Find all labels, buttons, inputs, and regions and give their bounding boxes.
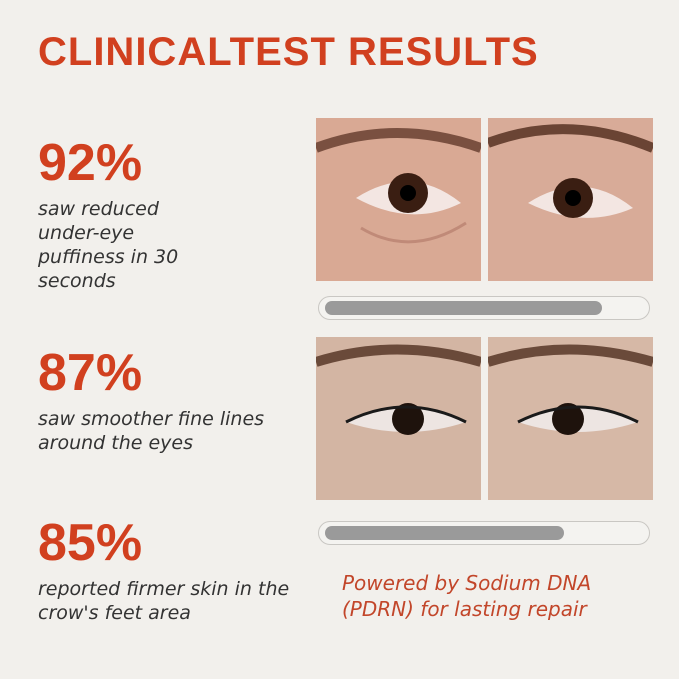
progress-bar-2 bbox=[318, 521, 650, 545]
progress-bar-1 bbox=[318, 296, 650, 320]
before-eye-photo-1 bbox=[316, 118, 481, 281]
page-title: CLINICALTEST RESULTS bbox=[38, 30, 539, 74]
stat-percent: 92% bbox=[38, 134, 143, 192]
after-eye-photo-2 bbox=[488, 337, 653, 500]
stat-description: saw reduced under-eye puffiness in 30 se… bbox=[38, 198, 179, 292]
progress-fill bbox=[325, 526, 564, 540]
stat-3: 85% reported firmer skin in the crow's f… bbox=[38, 515, 308, 625]
stat-description: saw smoother fine lines around the eyes bbox=[38, 408, 265, 454]
stat-1: 92% saw reduced under-eye puffiness in 3… bbox=[38, 135, 208, 293]
footer-note: Powered by Sodium DNA (PDRN) for lasting… bbox=[342, 571, 592, 621]
after-eye-photo-1 bbox=[488, 118, 653, 281]
stat-percent: 85% bbox=[38, 514, 143, 572]
progress-fill bbox=[325, 301, 602, 315]
stat-percent: 87% bbox=[38, 344, 143, 402]
before-eye-photo-2 bbox=[316, 337, 481, 500]
stat-description: reported firmer skin in the crow's feet … bbox=[38, 578, 290, 624]
stat-2: 87% saw smoother fine lines around the e… bbox=[38, 345, 288, 455]
